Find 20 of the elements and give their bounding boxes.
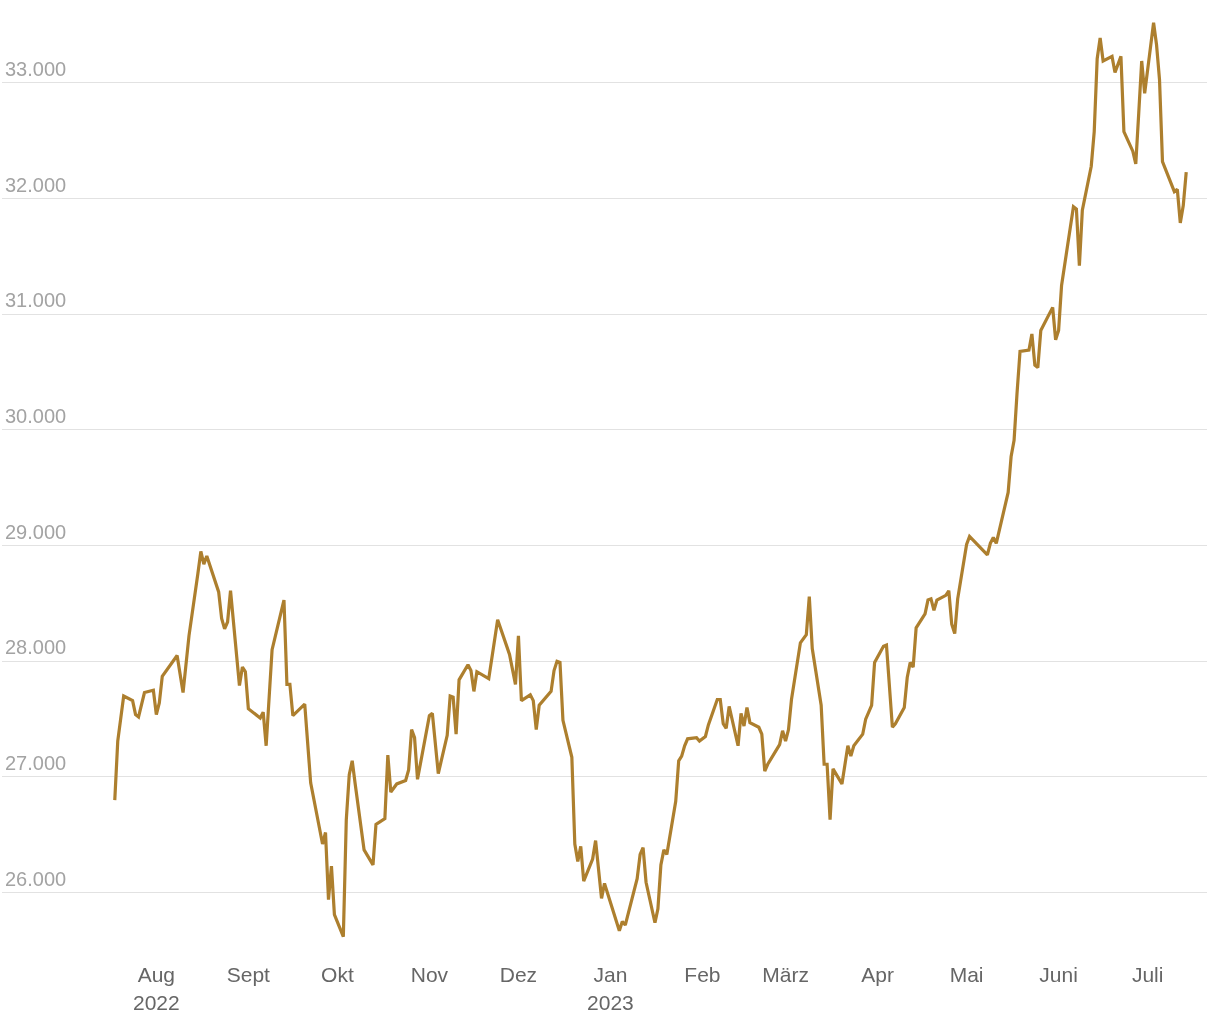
y-tick-label: 29.000 xyxy=(5,520,67,543)
x-tick-label: Dez xyxy=(499,963,538,987)
y-tick-label: 27.000 xyxy=(5,751,67,774)
x-tick-label: Juli xyxy=(1131,963,1164,987)
y-tick-label: 32.000 xyxy=(5,173,67,196)
x-tick-label: Okt xyxy=(321,963,354,987)
y-tick-label: 33.000 xyxy=(5,57,67,80)
x-tick-label: März xyxy=(762,963,809,987)
y-tick-label: 28.000 xyxy=(5,636,67,659)
x-tick-label: Aug 2022 xyxy=(132,963,180,1014)
y-tick-label: 30.000 xyxy=(5,404,67,427)
x-tick-label: Jan 2023 xyxy=(587,963,634,1014)
y-tick-label: 31.000 xyxy=(5,289,67,312)
x-tick-label: Sept xyxy=(226,963,271,987)
x-tick-label: Apr xyxy=(861,963,894,987)
x-tick-label: Nov xyxy=(410,963,449,987)
x-tick-label: Juni xyxy=(1039,963,1078,987)
x-tick-label: Feb xyxy=(684,963,721,987)
y-tick-label: 26.000 xyxy=(5,867,67,890)
x-tick-label: Mai xyxy=(949,963,984,987)
